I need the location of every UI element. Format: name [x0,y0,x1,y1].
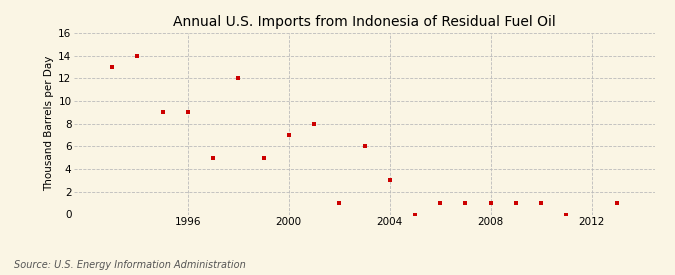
Point [233,76,244,81]
Point [359,144,370,148]
Point [132,53,142,58]
Point [107,65,117,69]
Y-axis label: Thousand Barrels per Day: Thousand Barrels per Day [44,56,54,191]
Point [384,178,395,183]
Point [258,156,269,160]
Point [334,201,345,205]
Point [510,201,521,205]
Text: Source: U.S. Energy Information Administration: Source: U.S. Energy Information Administ… [14,260,245,270]
Point [435,201,446,205]
Title: Annual U.S. Imports from Indonesia of Residual Fuel Oil: Annual U.S. Imports from Indonesia of Re… [173,15,556,29]
Point [284,133,294,137]
Point [485,201,496,205]
Point [460,201,471,205]
Point [182,110,193,115]
Point [612,201,622,205]
Point [157,110,168,115]
Point [561,212,572,217]
Point [208,156,219,160]
Point [308,122,319,126]
Point [536,201,547,205]
Point [410,212,421,217]
